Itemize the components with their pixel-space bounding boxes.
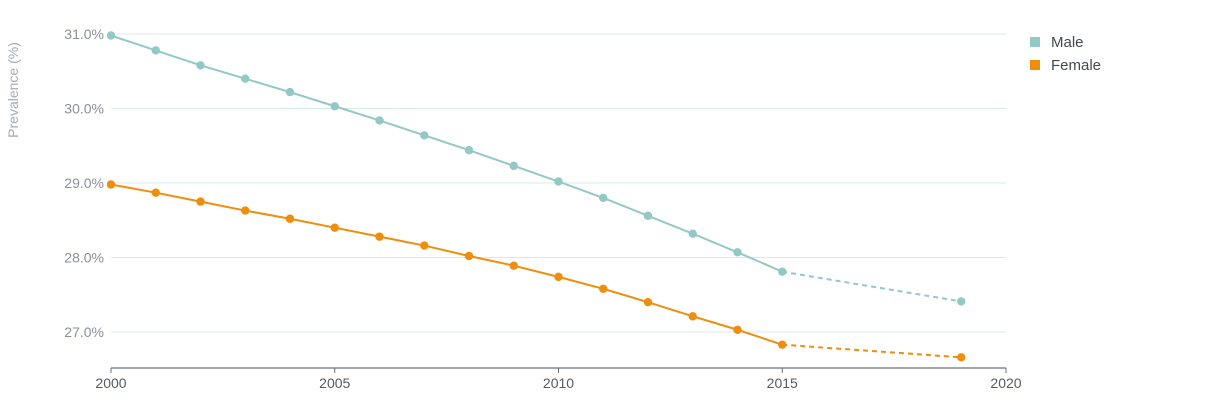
projection-line-female bbox=[782, 343, 962, 359]
projection-line-male bbox=[782, 270, 962, 303]
y-tick-label: 27.0% bbox=[64, 324, 104, 340]
x-tick-label: 2005 bbox=[319, 375, 350, 391]
data-point-male[interactable] bbox=[643, 211, 653, 220]
projection-point-male[interactable] bbox=[957, 297, 966, 306]
x-tick-label: 2020 bbox=[990, 375, 1021, 391]
legend-label: Female bbox=[1051, 57, 1101, 74]
data-point-female[interactable] bbox=[643, 298, 653, 307]
x-tick-label: 2000 bbox=[95, 375, 126, 391]
data-point-male[interactable] bbox=[106, 31, 116, 40]
data-point-male[interactable] bbox=[420, 131, 429, 140]
data-point-female[interactable] bbox=[464, 251, 474, 261]
x-tick-label: 2015 bbox=[767, 375, 798, 391]
y-tick-label: 29.0% bbox=[64, 175, 104, 191]
data-point-female[interactable] bbox=[285, 214, 295, 223]
data-point-female[interactable] bbox=[375, 232, 384, 241]
series-male bbox=[106, 31, 966, 306]
legend: Male Female bbox=[1030, 34, 1101, 74]
legend-swatch bbox=[1030, 60, 1040, 70]
series-line-female bbox=[110, 183, 784, 346]
data-point-female[interactable] bbox=[688, 312, 697, 321]
series-female bbox=[106, 180, 966, 362]
data-point-female[interactable] bbox=[106, 180, 116, 189]
data-point-female[interactable] bbox=[778, 340, 787, 349]
legend-swatch bbox=[1030, 37, 1040, 47]
data-point-male[interactable] bbox=[375, 116, 384, 125]
data-point-female[interactable] bbox=[330, 223, 339, 232]
data-point-female[interactable] bbox=[241, 206, 250, 215]
data-point-male[interactable] bbox=[330, 102, 339, 111]
y-axis-title: Prevalence (%) bbox=[5, 42, 21, 138]
data-point-male[interactable] bbox=[196, 61, 205, 70]
data-point-female[interactable] bbox=[151, 188, 160, 197]
data-point-female[interactable] bbox=[733, 325, 742, 334]
series-group bbox=[106, 31, 966, 362]
y-tick-label: 30.0% bbox=[64, 101, 104, 117]
y-tick-label: 31.0% bbox=[64, 26, 104, 42]
data-point-male[interactable] bbox=[241, 74, 250, 83]
data-point-male[interactable] bbox=[599, 193, 608, 203]
x-tick-label: 2010 bbox=[543, 375, 574, 391]
data-point-male[interactable] bbox=[285, 87, 295, 97]
legend-item-female[interactable]: Female bbox=[1030, 57, 1101, 74]
data-point-female[interactable] bbox=[554, 272, 563, 282]
axes: 27.0% 28.0% 29.0% 30.0% 31.0% 2000 2005 2010 201… bbox=[64, 26, 1021, 391]
projection-point-female[interactable] bbox=[957, 353, 966, 362]
data-point-female[interactable] bbox=[196, 197, 205, 206]
data-point-male[interactable] bbox=[688, 229, 697, 238]
data-point-male[interactable] bbox=[151, 46, 160, 55]
data-point-male[interactable] bbox=[778, 267, 787, 276]
y-tick-label: 28.0% bbox=[64, 250, 104, 266]
data-point-male[interactable] bbox=[733, 248, 742, 257]
legend-label: Male bbox=[1051, 34, 1084, 51]
data-point-female[interactable] bbox=[420, 241, 429, 250]
data-point-female[interactable] bbox=[599, 284, 608, 293]
data-point-male[interactable] bbox=[554, 177, 563, 186]
data-point-male[interactable] bbox=[509, 161, 518, 171]
legend-item-male[interactable]: Male bbox=[1030, 34, 1084, 51]
data-point-male[interactable] bbox=[464, 146, 474, 155]
series-line-male bbox=[110, 34, 784, 273]
data-point-female[interactable] bbox=[509, 261, 518, 270]
